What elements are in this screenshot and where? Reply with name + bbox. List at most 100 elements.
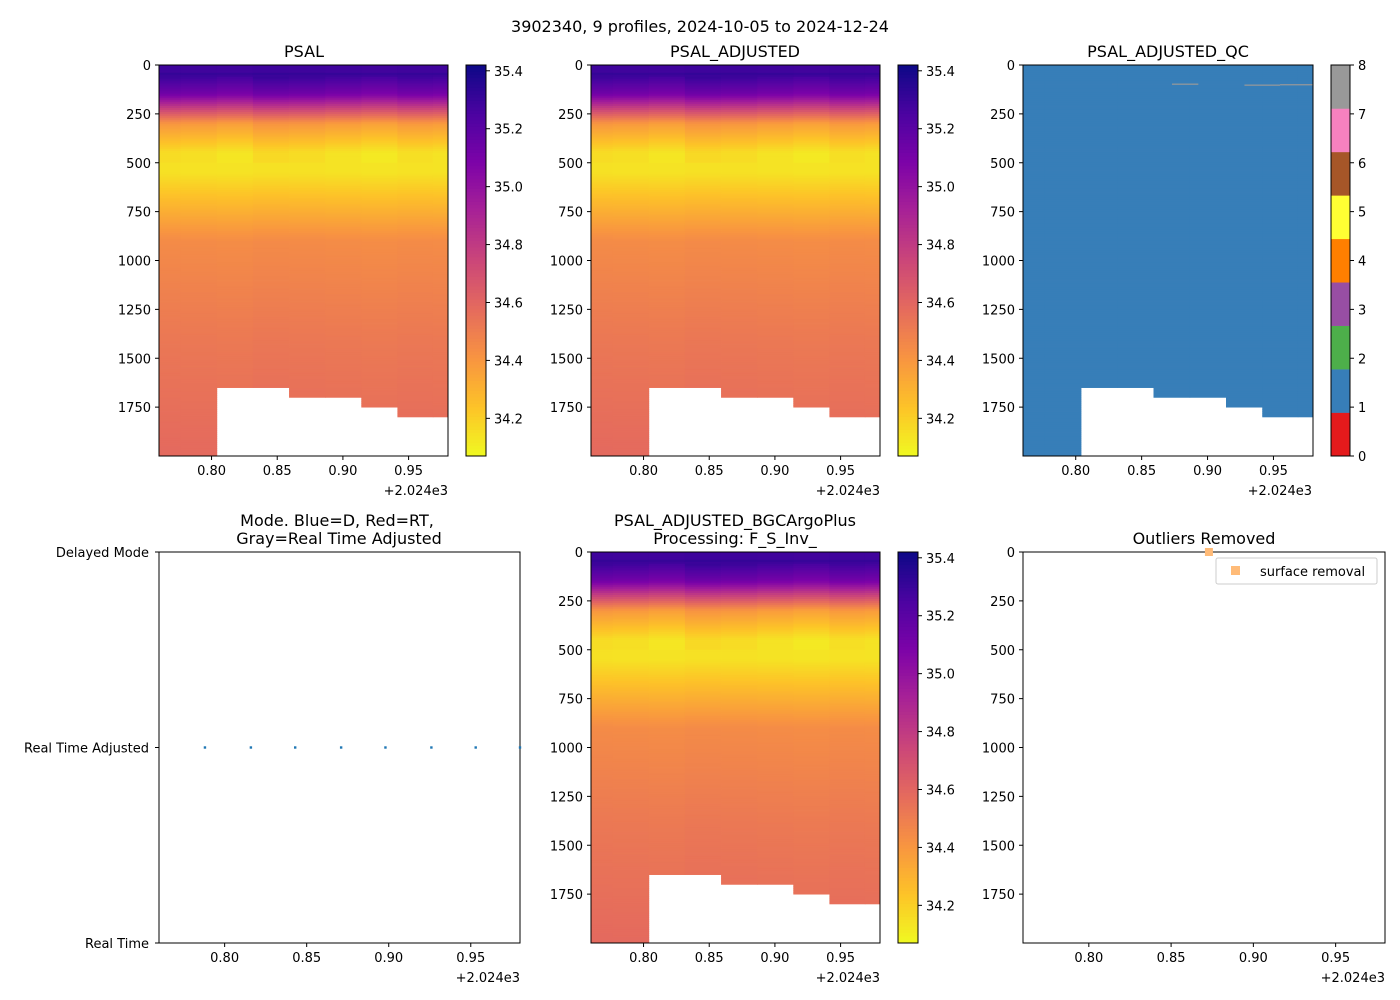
heatmap-cell [684,117,722,121]
heatmap-cell [864,88,881,91]
heatmap-cell [591,160,614,164]
heatmap-cell [1044,78,1082,82]
heatmap-cell [721,321,758,324]
heatmap-cell [216,90,254,93]
heatmap-cell [252,80,290,83]
heatmap-cell [721,154,758,158]
heatmap-cell [1153,139,1191,142]
psal-adjusted-colorbar: 34.234.434.634.835.035.235.4 [897,64,955,457]
heatmap-cell [432,164,449,168]
heatmap-cell [684,364,722,367]
heatmap-cell [1153,184,1191,187]
heatmap-cell [159,434,182,437]
colorbar-segment [898,192,918,196]
heatmap-cell [252,205,290,209]
heatmap-cell [1226,109,1263,113]
heatmap-cell [1117,383,1154,387]
heatmap-cell [829,354,866,357]
heatmap-cell [325,113,362,117]
heatmap-cell [1226,149,1263,152]
heatmap-cell [829,96,866,99]
heatmap-cell [397,364,434,367]
heatmap-cell [361,76,398,80]
heatmap-cell [325,141,362,144]
heatmap-cell [397,195,434,199]
heatmap-cell [829,152,866,156]
heatmap-cell [721,393,758,396]
heatmap-cell [1226,96,1263,99]
heatmap-cell [432,274,449,277]
heatmap-cell [793,397,830,400]
heatmap-cell [1262,166,1299,170]
heatmap-cell [216,221,254,224]
heatmap-cell [361,92,398,95]
heatmap-cell [793,80,830,83]
heatmap-cell [591,119,614,123]
heatmap-cell [684,377,722,381]
heatmap-cell [829,195,866,199]
heatmap-cell [1189,381,1227,385]
heatmap-cell [612,371,650,375]
heatmap-cell [1044,412,1082,416]
heatmap-cell [1044,371,1082,375]
heatmap-cell [1262,397,1299,400]
heatmap-cell [864,166,881,170]
heatmap-cell [684,190,722,193]
heatmap-cell [1044,432,1082,435]
heatmap-cell [793,342,830,345]
heatmap-cell [159,229,182,232]
heatmap-cell [612,395,650,398]
heatmap-cell [721,100,758,103]
heatmap-cell [180,278,218,281]
heatmap-cell [612,448,650,451]
heatmap-cell [1044,346,1082,349]
heatmap-cell [159,176,182,179]
heatmap-cell [180,186,218,189]
heatmap-cell [721,108,758,111]
heatmap-cell [397,336,434,340]
heatmap-cell [1262,307,1299,310]
heatmap-cell [793,260,830,263]
heatmap-cell [289,125,326,128]
heatmap-cell [1023,233,1046,236]
heatmap-cell [612,195,650,199]
heatmap-cell [1117,76,1154,80]
y-tick-label: 1750 [550,401,583,416]
heatmap-cell [721,299,758,302]
heatmap-cell [648,76,686,80]
heatmap-cell [591,90,614,93]
heatmap-cell [216,141,254,144]
heatmap-cell [397,287,434,291]
heatmap-cell [180,205,218,209]
heatmap-cell [159,72,182,76]
heatmap-cell [1189,111,1227,115]
heatmap-cell [1117,242,1154,246]
heatmap-cell [864,356,881,359]
heatmap-cell [252,325,290,328]
colorbar-segment [898,244,918,248]
heatmap-cell [361,182,398,185]
colorbar-segment [466,407,486,411]
heatmap-cell [432,133,449,136]
heatmap-cell [252,287,290,291]
heatmap-cell [1081,291,1118,295]
heatmap-cell [216,295,254,299]
heatmap-cell [1226,340,1263,344]
heatmap-cell [721,293,758,297]
heatmap-cell [397,125,434,128]
heatmap-cell [684,213,722,216]
heatmap-cell [1023,411,1046,414]
heatmap-cell [721,360,758,363]
heatmap-cell [1153,328,1191,332]
heatmap-cell [159,356,182,359]
heatmap-cell [1044,70,1082,74]
heatmap-cell [397,76,434,80]
heatmap-cell [793,98,830,101]
heatmap-cell [1044,274,1082,277]
heatmap-cell [180,295,218,299]
heatmap-cell [648,106,686,109]
heatmap-cell [289,219,326,222]
heatmap-cell [1226,301,1263,304]
heatmap-cell [1153,117,1191,121]
heatmap-cell [1023,68,1046,72]
